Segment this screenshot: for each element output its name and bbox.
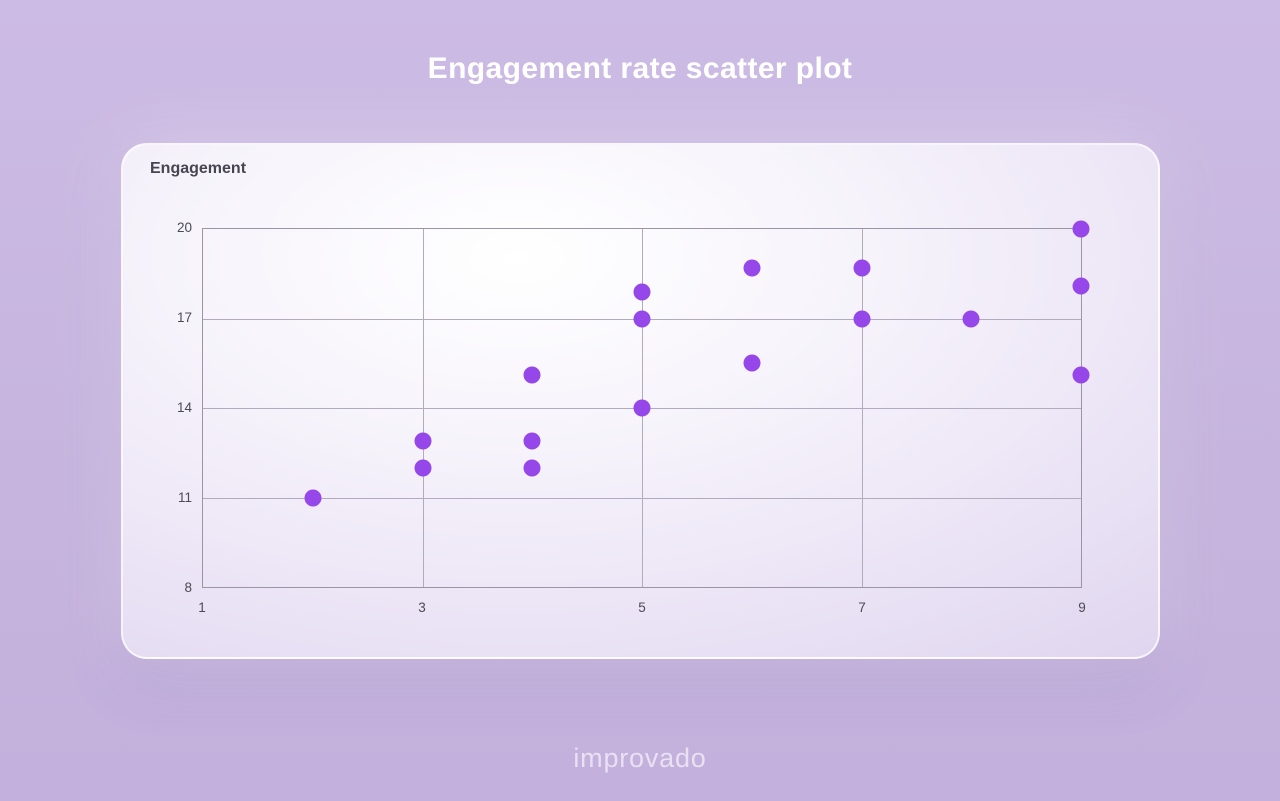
x-tick-label: 3 (418, 600, 426, 615)
data-point (743, 259, 761, 277)
data-point (1072, 277, 1090, 295)
data-point (414, 459, 431, 477)
data-point (523, 366, 541, 384)
data-point (304, 489, 322, 506)
x-tick-label: 1 (198, 600, 206, 615)
data-point (853, 310, 870, 327)
data-point (633, 283, 651, 301)
data-point (962, 310, 980, 327)
data-point (743, 354, 761, 372)
plot-area (202, 220, 1090, 588)
gridline-horizontal (203, 497, 1081, 499)
data-point (1072, 220, 1090, 238)
chart-ylabel: Engagement (150, 160, 247, 177)
y-tick-label: 20 (176, 220, 192, 235)
data-point (523, 432, 541, 450)
y-tick-label: 14 (176, 400, 192, 415)
chart-card: Engagement 8 11 14 17 20 1 3 5 7 9 (121, 143, 1160, 659)
page-title: Engagement rate scatter plot (427, 52, 853, 85)
x-tick-label: 7 (858, 600, 866, 615)
improvado-logo: improvado (573, 743, 707, 773)
y-tick-label: 17 (176, 310, 192, 325)
x-tick-label: 9 (1078, 600, 1086, 615)
y-tick-label: 11 (177, 490, 192, 505)
data-point (633, 310, 651, 327)
data-point (523, 459, 541, 477)
y-tick-label: 8 (184, 580, 192, 595)
data-point (414, 432, 431, 450)
y-axis: 8 11 14 17 20 (123, 220, 192, 595)
data-point (853, 259, 870, 277)
x-axis: 1 3 5 7 9 (198, 599, 1086, 617)
data-point (1072, 366, 1090, 384)
x-tick-label: 5 (638, 600, 646, 615)
data-point (633, 399, 651, 417)
